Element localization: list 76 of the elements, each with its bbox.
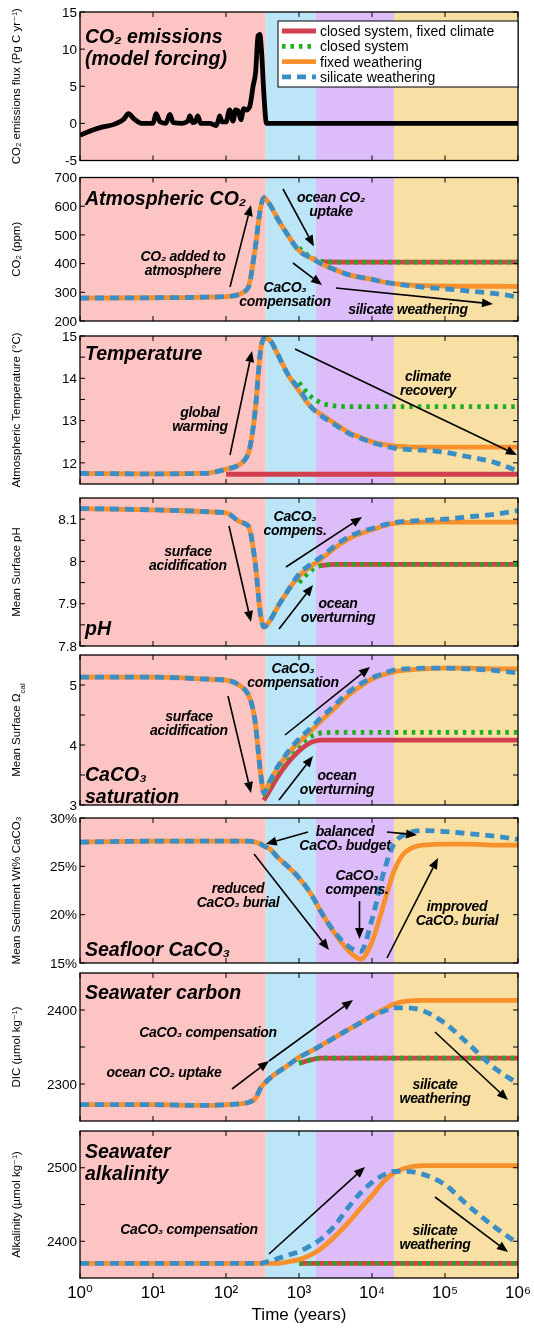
annotation: global warming <box>172 403 229 434</box>
y-tick-label: 30% <box>49 810 77 826</box>
y-tick-label: 2400 <box>46 1233 77 1249</box>
y-tick-label: 15 <box>61 328 77 344</box>
y-tick-label: 400 <box>54 256 77 272</box>
y-tick-label: 2400 <box>46 1002 77 1018</box>
y-tick-label: 8 <box>69 554 77 570</box>
y-tick-label: 5 <box>69 677 77 693</box>
annotation: surface acidification <box>150 707 228 738</box>
y-axis-title: Mean Sediment Wt% CaCO₃ <box>10 816 22 965</box>
legend-label: closed system <box>320 38 409 55</box>
annotation: CaCO₃ compensation <box>247 659 339 690</box>
annotation: CaCO₃ compensation <box>139 1023 277 1040</box>
y-axis-title: Alkalinity (µmol kg⁻¹) <box>10 1151 22 1258</box>
text: Atmospheric CO₂ <box>84 186 247 209</box>
x-tick-label: 10⁵ <box>432 1283 458 1302</box>
y-axis-title: CO₂ emissions flux (Pg C yr⁻¹) <box>10 7 22 165</box>
y-tick-label: 600 <box>54 198 77 214</box>
annotation: ocean CO₂ uptake <box>106 1063 222 1080</box>
text: CO₂ emissions (model forcing) <box>85 24 227 69</box>
annotation: improved CaCO₃ burial <box>415 897 500 928</box>
chart-title: Temperature <box>85 341 203 364</box>
x-tick-label: 10¹ <box>140 1283 166 1302</box>
legend-label: fixed weathering <box>320 53 422 70</box>
annotation: reduced CaCO₃ burial <box>196 879 281 910</box>
y-tick-label: 5 <box>69 78 77 94</box>
y-tick-label: 8.1 <box>58 511 77 527</box>
y-tick-label: 2300 <box>46 1076 77 1092</box>
y-tick-label: 200 <box>54 313 77 329</box>
y-tick-label: 300 <box>54 285 77 301</box>
annotation: silicate weathering <box>399 1075 472 1106</box>
x-tick-label: 10⁰ <box>67 1283 94 1302</box>
y-axis-title: Mean Surface pH <box>10 527 22 617</box>
y-tick-label: 20% <box>49 907 77 923</box>
y-tick-label: 7.9 <box>58 596 77 612</box>
legend-label: closed system, fixed climate <box>320 22 495 39</box>
text: Seawater alkalinity <box>85 1139 173 1184</box>
y-axis-title: Atmospheric Temperature (°C) <box>10 332 22 488</box>
text: pH <box>84 616 112 639</box>
y-tick-label: 2500 <box>46 1160 77 1176</box>
x-tick-label: 10⁴ <box>358 1283 386 1302</box>
y-tick-label: 15 <box>61 4 77 20</box>
y-tick-label: -5 <box>64 153 77 169</box>
chart-title: Seawater carbon <box>85 980 242 1003</box>
x-tick-label: 10² <box>213 1283 239 1302</box>
x-tick-label: 10³ <box>286 1283 312 1302</box>
y-tick-label: 14 <box>61 371 78 387</box>
annotation: balanced CaCO₃ budget <box>299 822 393 853</box>
y-tick-label: 10 <box>61 41 77 57</box>
annotation: CaCO₃ compensation <box>239 278 331 309</box>
annotation: climate recovery <box>400 367 458 398</box>
y-tick-label: 13 <box>61 413 77 429</box>
y-tick-label: 15% <box>49 955 77 971</box>
x-axis-title: Time (years) <box>251 1305 347 1324</box>
annotation: surface acidification <box>149 542 227 573</box>
y-tick-label: 25% <box>49 859 77 875</box>
y-tick-label: 12 <box>61 455 77 471</box>
annotation: silicate weathering <box>348 300 469 317</box>
annotation: ocean overturning <box>300 594 376 625</box>
x-tick-label: 10⁶ <box>505 1283 531 1302</box>
y-tick-label: 3 <box>69 797 77 813</box>
y-tick-label: 0 <box>69 116 77 132</box>
y-tick-label: 4 <box>69 737 78 753</box>
y-tick-label: 500 <box>54 227 77 243</box>
annotation: ocean overturning <box>299 766 375 797</box>
annotation: CaCO₃ compensation <box>120 1220 258 1237</box>
annotation: ocean CO₂ uptake <box>297 188 365 219</box>
annotation: CO₂ added to atmosphere <box>140 247 227 278</box>
y-tick-label: 700 <box>54 170 77 186</box>
y-tick-label: 7.8 <box>58 638 77 654</box>
annotation: silicate weathering <box>399 1221 472 1252</box>
y-axis-title: DIC (µmol kg⁻¹) <box>10 1006 22 1088</box>
annotation: CaCO₃ compens. <box>263 507 327 538</box>
y-axis-title: CO₂ (ppm) <box>10 221 22 277</box>
text: Seafloor CaCO₃ <box>85 937 231 960</box>
text: CaCO₃ saturation <box>85 762 180 807</box>
